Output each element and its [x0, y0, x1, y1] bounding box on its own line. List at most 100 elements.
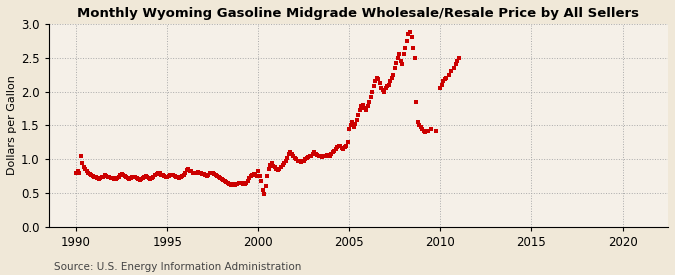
Point [367, 89, 377, 94]
Point [297, 159, 308, 163]
Point [105, 176, 116, 180]
Point [374, 81, 385, 86]
Point [262, 174, 273, 178]
Point [392, 56, 403, 60]
Point [202, 172, 213, 177]
Point [329, 149, 340, 153]
Point [327, 150, 338, 155]
Point [365, 95, 376, 99]
Point [148, 175, 159, 179]
Point [342, 140, 353, 144]
Point [116, 172, 127, 176]
Point [174, 176, 185, 180]
Point [212, 174, 223, 178]
Title: Monthly Wyoming Gasoline Midgrade Wholesale/Resale Price by All Sellers: Monthly Wyoming Gasoline Midgrade Wholes… [78, 7, 639, 20]
Point [251, 174, 262, 178]
Point [168, 173, 179, 178]
Point [268, 164, 279, 168]
Point [286, 152, 297, 156]
Point [80, 167, 90, 172]
Point [358, 103, 369, 107]
Point [435, 86, 446, 90]
Point [247, 172, 258, 177]
Point [453, 56, 464, 60]
Point [171, 175, 182, 179]
Point [412, 120, 423, 124]
Point [277, 162, 288, 167]
Point [376, 86, 387, 90]
Point [130, 175, 140, 180]
Point [388, 72, 399, 77]
Point [196, 172, 207, 176]
Point [159, 174, 169, 178]
Point [450, 62, 461, 67]
Point [420, 130, 431, 134]
Point [300, 157, 310, 161]
Point [362, 104, 373, 109]
Point [90, 175, 101, 180]
Point [346, 123, 356, 128]
Point [452, 59, 462, 63]
Point [160, 175, 171, 179]
Point [77, 160, 88, 165]
Point [98, 175, 109, 179]
Point [418, 128, 429, 133]
Point [416, 126, 427, 131]
Point [379, 89, 389, 94]
Point [178, 173, 189, 178]
Point [213, 175, 224, 180]
Point [285, 150, 296, 155]
Point [87, 174, 98, 178]
Point [99, 173, 110, 178]
Point [162, 175, 173, 179]
Point [225, 183, 236, 187]
Point [207, 171, 218, 175]
Point [273, 168, 284, 172]
Point [157, 173, 168, 178]
Point [192, 170, 203, 174]
Point [233, 181, 244, 186]
Point [261, 184, 271, 188]
Point [107, 176, 118, 180]
Point [406, 35, 417, 40]
Point [400, 45, 411, 50]
Point [321, 153, 332, 157]
Point [449, 66, 460, 70]
Point [403, 32, 414, 36]
Point [122, 176, 133, 180]
Point [263, 167, 274, 172]
Point [256, 178, 267, 183]
Point [386, 76, 397, 80]
Point [227, 182, 238, 186]
Point [74, 170, 84, 175]
Text: Source: U.S. Energy Information Administration: Source: U.S. Energy Information Administ… [54, 262, 301, 272]
Point [396, 59, 406, 63]
Point [257, 187, 268, 192]
Point [335, 144, 346, 148]
Point [132, 176, 142, 180]
Point [294, 159, 304, 163]
Point [398, 52, 409, 57]
Point [177, 174, 188, 178]
Point [211, 173, 221, 178]
Point [354, 108, 365, 113]
Point [437, 82, 448, 87]
Point [373, 77, 383, 82]
Point [267, 160, 277, 165]
Point [92, 176, 103, 180]
Point [93, 177, 104, 181]
Point [309, 150, 320, 155]
Point [352, 118, 362, 122]
Point [119, 174, 130, 178]
Point [230, 183, 241, 187]
Point [215, 176, 225, 180]
Y-axis label: Dollars per Gallon: Dollars per Gallon [7, 75, 17, 175]
Point [235, 181, 246, 185]
Point [296, 160, 306, 164]
Point [86, 173, 97, 178]
Point [377, 88, 388, 92]
Point [245, 174, 256, 178]
Point [103, 175, 113, 179]
Point [397, 62, 408, 67]
Point [124, 177, 134, 181]
